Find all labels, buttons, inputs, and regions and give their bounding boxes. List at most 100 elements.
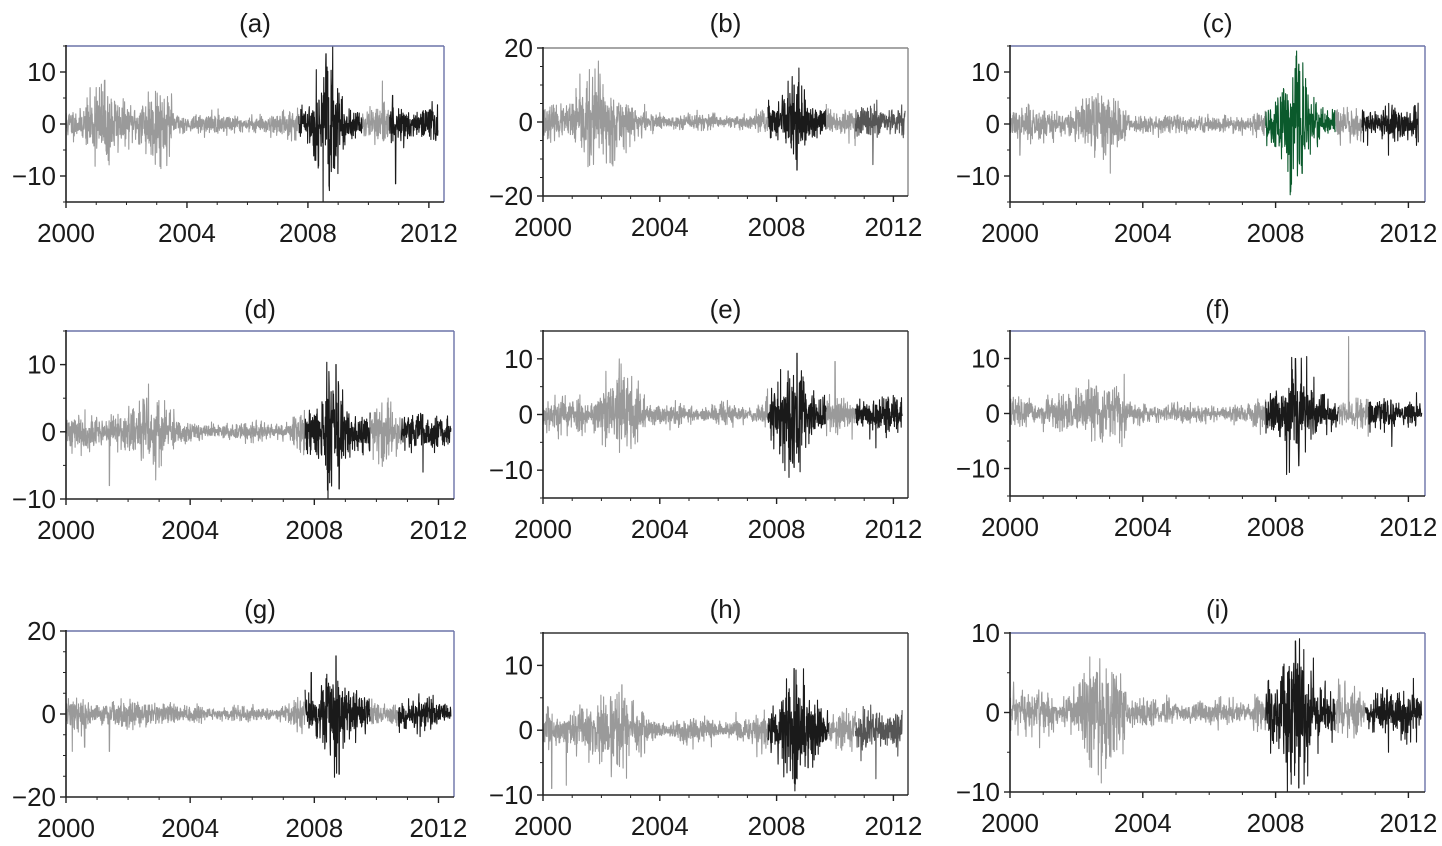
- y-tick-label: 10: [971, 618, 1000, 648]
- y-tick-label: 20: [504, 33, 533, 63]
- x-tick-label: 2008: [1247, 512, 1305, 542]
- panel-title: (d): [244, 294, 276, 324]
- y-tick-label: −10: [12, 161, 56, 191]
- y-tick-label: 10: [504, 344, 533, 374]
- series-segment-2: [361, 80, 390, 146]
- y-tick-label: 0: [519, 400, 533, 430]
- x-tick-label: 2000: [37, 813, 95, 843]
- y-tick-label: −10: [489, 780, 533, 810]
- series-segment-2: [1334, 106, 1363, 146]
- x-tick-label: 2012: [400, 218, 458, 248]
- series-segment-3: [389, 94, 439, 185]
- x-tick-label: 2004: [1114, 218, 1172, 248]
- x-tick-label: 2000: [514, 212, 572, 242]
- x-tick-label: 2000: [514, 811, 572, 841]
- series-segment-2: [825, 103, 856, 147]
- series-segment-0: [542, 684, 769, 790]
- x-tick-label: 2008: [748, 811, 806, 841]
- x-tick-label: 2012: [1379, 218, 1437, 248]
- series-segment-0: [1009, 92, 1267, 174]
- panel-title: (a): [239, 8, 271, 38]
- series-segment-1: [767, 668, 830, 792]
- y-tick-label: 10: [27, 350, 56, 380]
- series-segment-1: [1265, 356, 1340, 476]
- panel-c: (c) 10 0 −10 2000 2004 2008 2012: [956, 8, 1437, 248]
- y-tick-label: 0: [42, 417, 56, 447]
- x-tick-label: 2004: [161, 515, 219, 545]
- panel-title: (g): [244, 594, 276, 624]
- series-segment-0: [65, 696, 306, 752]
- y-tick-label: 10: [971, 344, 1000, 374]
- series-segment-2: [1334, 678, 1366, 739]
- y-tick-label: −10: [489, 455, 533, 485]
- series-segment-1: [298, 45, 363, 203]
- y-tick-label: 0: [519, 715, 533, 745]
- series-segment-0: [65, 79, 300, 170]
- y-tick-label: −10: [956, 454, 1000, 484]
- panel-a: (a) 10 0 −10 2000 2004 2008 2012: [12, 8, 458, 248]
- x-tick-label: 2004: [631, 811, 689, 841]
- x-tick-label: 2000: [514, 514, 572, 544]
- series-segment-0: [542, 60, 769, 168]
- series-segment-2: [825, 361, 856, 440]
- y-tick-label: 0: [519, 107, 533, 137]
- x-tick-label: 2008: [1247, 808, 1305, 838]
- series-segment-1: [767, 352, 827, 478]
- series-segment-0: [1009, 656, 1267, 784]
- x-tick-label: 2004: [631, 514, 689, 544]
- panel-title: (c): [1202, 8, 1232, 38]
- panel-title: (i): [1206, 594, 1229, 624]
- panel-e: (e) 10 0 −10 2000 2004 2008 2012: [489, 294, 922, 544]
- y-tick-label: 0: [42, 109, 56, 139]
- series-segment-1: [1265, 50, 1336, 196]
- panel-title: (e): [710, 294, 742, 324]
- x-tick-label: 2012: [410, 813, 468, 843]
- series-segment-3: [854, 394, 903, 449]
- panel-title: (f): [1205, 294, 1230, 324]
- series-segment-2: [369, 698, 399, 727]
- x-tick-label: 2004: [1114, 808, 1172, 838]
- x-tick-label: 2000: [37, 515, 95, 545]
- x-tick-label: 2012: [1379, 512, 1437, 542]
- x-tick-label: 2004: [158, 218, 216, 248]
- x-tick-label: 2000: [981, 808, 1039, 838]
- y-tick-label: 0: [986, 698, 1000, 728]
- series-segment-1: [304, 361, 371, 500]
- series-segment-3: [397, 693, 452, 738]
- y-tick-label: −20: [12, 782, 56, 812]
- y-tick-label: 10: [504, 650, 533, 680]
- x-tick-label: 2012: [864, 811, 922, 841]
- x-tick-label: 2008: [748, 514, 806, 544]
- panel-f: (f) 10 0 −10 2000 2004 2008 2012: [956, 294, 1437, 542]
- y-tick-label: 0: [42, 699, 56, 729]
- series-segment-3: [1364, 677, 1423, 753]
- series-segment-3: [1361, 102, 1419, 156]
- x-tick-label: 2000: [37, 218, 95, 248]
- series-segment-1: [304, 655, 371, 778]
- series-segment-1: [767, 67, 827, 171]
- series-segment-0: [542, 358, 769, 454]
- panel-title: (b): [710, 8, 742, 38]
- x-tick-label: 2012: [864, 212, 922, 242]
- series-segment-2: [828, 707, 856, 753]
- series-segment-1: [1265, 638, 1336, 793]
- y-tick-label: −10: [956, 777, 1000, 807]
- y-tick-label: −10: [956, 161, 1000, 191]
- series-segment-3: [400, 412, 452, 473]
- x-tick-label: 2008: [279, 218, 337, 248]
- y-tick-label: 10: [971, 57, 1000, 87]
- x-tick-label: 2004: [631, 212, 689, 242]
- series-segment-0: [65, 383, 306, 487]
- y-tick-label: 0: [986, 109, 1000, 139]
- x-tick-label: 2000: [981, 218, 1039, 248]
- x-tick-label: 2012: [864, 514, 922, 544]
- series-segment-0: [1009, 373, 1267, 448]
- series-segment-2: [1338, 335, 1369, 437]
- y-tick-label: 10: [27, 57, 56, 87]
